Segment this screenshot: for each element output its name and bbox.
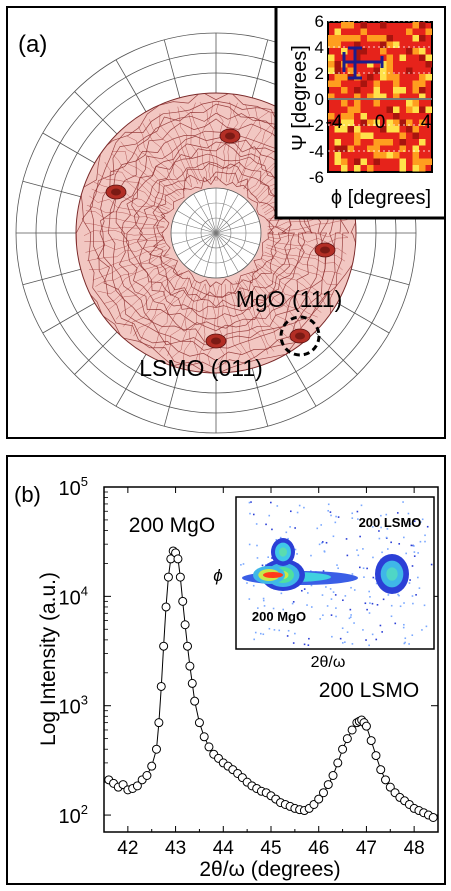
- rsm-y-label: ϕ: [213, 566, 222, 585]
- data-point: [185, 661, 195, 671]
- data-point: [154, 718, 164, 728]
- panel-label: (b): [14, 482, 41, 507]
- center-polar-grid: [170, 187, 262, 279]
- data-point: [161, 602, 171, 612]
- data-point: [342, 734, 352, 744]
- x-tick-label: 45: [260, 838, 281, 859]
- data-point: [163, 572, 173, 582]
- panel-b: (b) 42 43 44 45 46 47 48 102 103 104 105 Log Inten…: [6, 455, 446, 885]
- lsmo-011-label: LSMO (011): [139, 355, 263, 381]
- inset-x-tick: 4: [421, 112, 432, 133]
- data-point: [381, 775, 391, 785]
- x-tick-label: 44: [213, 838, 235, 859]
- inset-y-tick: 4: [315, 38, 324, 57]
- data-point: [361, 721, 371, 731]
- x-tick-label: 42: [117, 838, 138, 859]
- data-point: [175, 572, 185, 582]
- y-tick-label: 105: [59, 474, 88, 500]
- data-point: [147, 761, 157, 771]
- data-point: [183, 641, 192, 651]
- data-point: [428, 812, 438, 822]
- xrd-scan: (b) 42 43 44 45 46 47 48 102 103 104 105 Log Inten…: [14, 474, 439, 881]
- data-point: [347, 725, 357, 735]
- lsmo-200-label: 200 LSMO: [319, 679, 419, 702]
- y-tick-label: 103: [59, 693, 88, 719]
- rsm-x-label: 2θ/ω: [311, 654, 346, 671]
- data-point: [190, 696, 200, 706]
- x-tick-label: 47: [356, 838, 377, 859]
- data-point: [328, 771, 338, 781]
- data-point: [366, 736, 376, 746]
- data-point: [314, 794, 324, 804]
- data-point: [173, 554, 183, 564]
- inset-y-tick: -4: [309, 142, 324, 161]
- y-axis-label: Log Intensity (a.u.): [37, 572, 60, 746]
- data-point: [151, 744, 161, 754]
- mgo-111-label: MgO (111): [236, 286, 343, 312]
- data-point: [194, 718, 204, 728]
- data-point: [187, 678, 197, 688]
- data-point: [180, 620, 190, 630]
- panel-a: (a) MgO (111) LSMO (011) 6 4 2 0 -2 -4 -6 -4 0 4…: [6, 4, 448, 439]
- data-point: [376, 765, 386, 775]
- inset-x-tick: 0: [375, 112, 386, 133]
- inset-y-tick: -2: [309, 116, 324, 135]
- axes: 42 43 44 45 46 47 48 102 103 104 105: [59, 474, 439, 859]
- data-point: [323, 780, 333, 790]
- data-point: [156, 681, 166, 691]
- y-tick-label: 104: [59, 583, 88, 609]
- y-tick-label: 102: [59, 802, 88, 828]
- data-point: [132, 781, 142, 791]
- x-tick-label: 43: [165, 838, 186, 859]
- mgo-200-label: 200 MgO: [129, 514, 215, 537]
- inset-y-tick: 2: [315, 64, 324, 83]
- data-point: [333, 758, 343, 768]
- rsm-lsmo-label: 200 LSMO: [359, 515, 422, 530]
- x-tick-label: 46: [308, 838, 329, 859]
- inset-x-ticks: -4 0 4: [326, 112, 432, 133]
- data-point: [385, 782, 395, 792]
- inset-y-label: Ψ [degrees]: [289, 45, 311, 151]
- inset-y-tick: 6: [315, 12, 324, 31]
- data-points: [104, 546, 438, 822]
- data-point: [318, 788, 328, 798]
- inset-y-tick: 0: [315, 90, 324, 109]
- mgo-marker-circle: [279, 315, 321, 357]
- x-axis-label: 2θ/ω (degrees): [199, 858, 340, 881]
- rsm-mgo-label: 200 MgO: [252, 609, 306, 624]
- data-point: [204, 742, 214, 752]
- inset-x-tick: -4: [326, 112, 343, 133]
- data-point: [159, 641, 169, 651]
- inset-y-tick: -6: [309, 168, 324, 187]
- panel-label: (a): [18, 31, 47, 58]
- data-point: [178, 596, 188, 606]
- inset-y-ticks: 6 4 2 0 -2 -4 -6: [309, 12, 324, 187]
- x-tick-label: 48: [404, 838, 425, 859]
- data-point: [338, 744, 348, 754]
- data-point: [142, 771, 152, 781]
- data-point: [199, 732, 209, 742]
- inset-x-label: ϕ [degrees]: [331, 187, 431, 209]
- error-cross: [342, 46, 384, 80]
- rsm-inset: 200 LSMO 200 MgO 2θ/ω ϕ: [213, 496, 435, 671]
- pole-peaks: [105, 128, 336, 349]
- data-point: [371, 751, 381, 761]
